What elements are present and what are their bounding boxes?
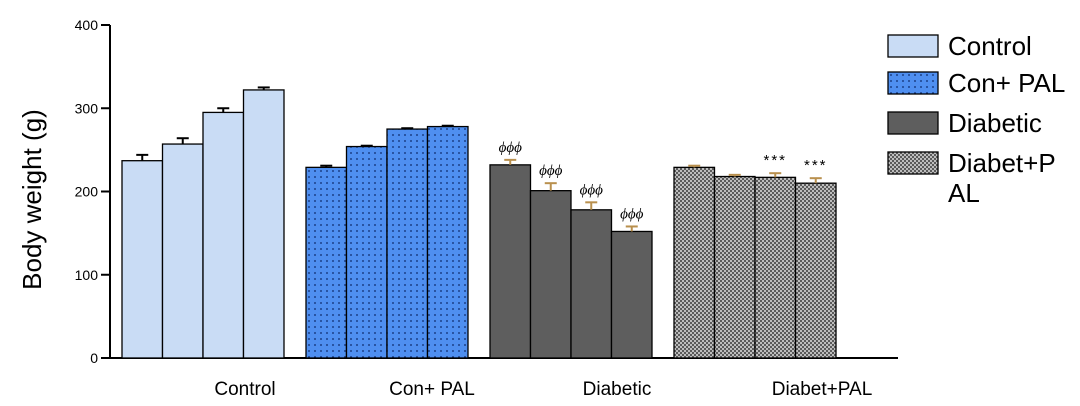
category-label: Control [214, 379, 275, 400]
legend-label: Con+ PAL [948, 68, 1065, 98]
y-tick-label: 0 [90, 350, 98, 366]
significance-label: ϕϕϕ [620, 206, 644, 222]
bar [610, 230, 653, 359]
bar [305, 166, 348, 359]
legend-swatch [887, 111, 939, 135]
bar [489, 164, 532, 359]
bar [242, 89, 285, 359]
bar [713, 175, 756, 359]
y-tick-label: 200 [75, 184, 99, 200]
y-axis-title: Body weight (g) [17, 109, 47, 290]
bar [570, 209, 613, 359]
bar [426, 125, 469, 359]
y-tick-label: 400 [75, 17, 99, 33]
bar [386, 128, 429, 359]
bar [529, 190, 572, 359]
y-tick-label: 100 [75, 267, 99, 283]
bar [121, 160, 164, 359]
legend-label: Diabetic [948, 108, 1042, 138]
bar [345, 145, 388, 359]
significance-label: *** [763, 152, 787, 169]
legend-label: Control [948, 31, 1032, 61]
significance-label: *** [804, 157, 828, 174]
significance-label: ϕϕϕ [580, 182, 604, 198]
bar [202, 111, 245, 359]
significance-label: ϕϕϕ [539, 163, 563, 179]
y-tick-label: 300 [75, 100, 99, 116]
legend-label: Diabet+P AL [948, 148, 1056, 208]
category-label: Diabetic [583, 379, 652, 400]
legend-swatch [887, 34, 939, 58]
bar [161, 143, 204, 359]
category-label: Diabet+PAL [772, 379, 873, 400]
bar [673, 166, 716, 359]
legend-swatch [887, 151, 939, 175]
legend-swatch [887, 71, 939, 95]
bar [754, 176, 797, 359]
bar [794, 182, 837, 359]
category-label: Con+ PAL [389, 379, 475, 400]
significance-label: ϕϕϕ [499, 140, 523, 156]
